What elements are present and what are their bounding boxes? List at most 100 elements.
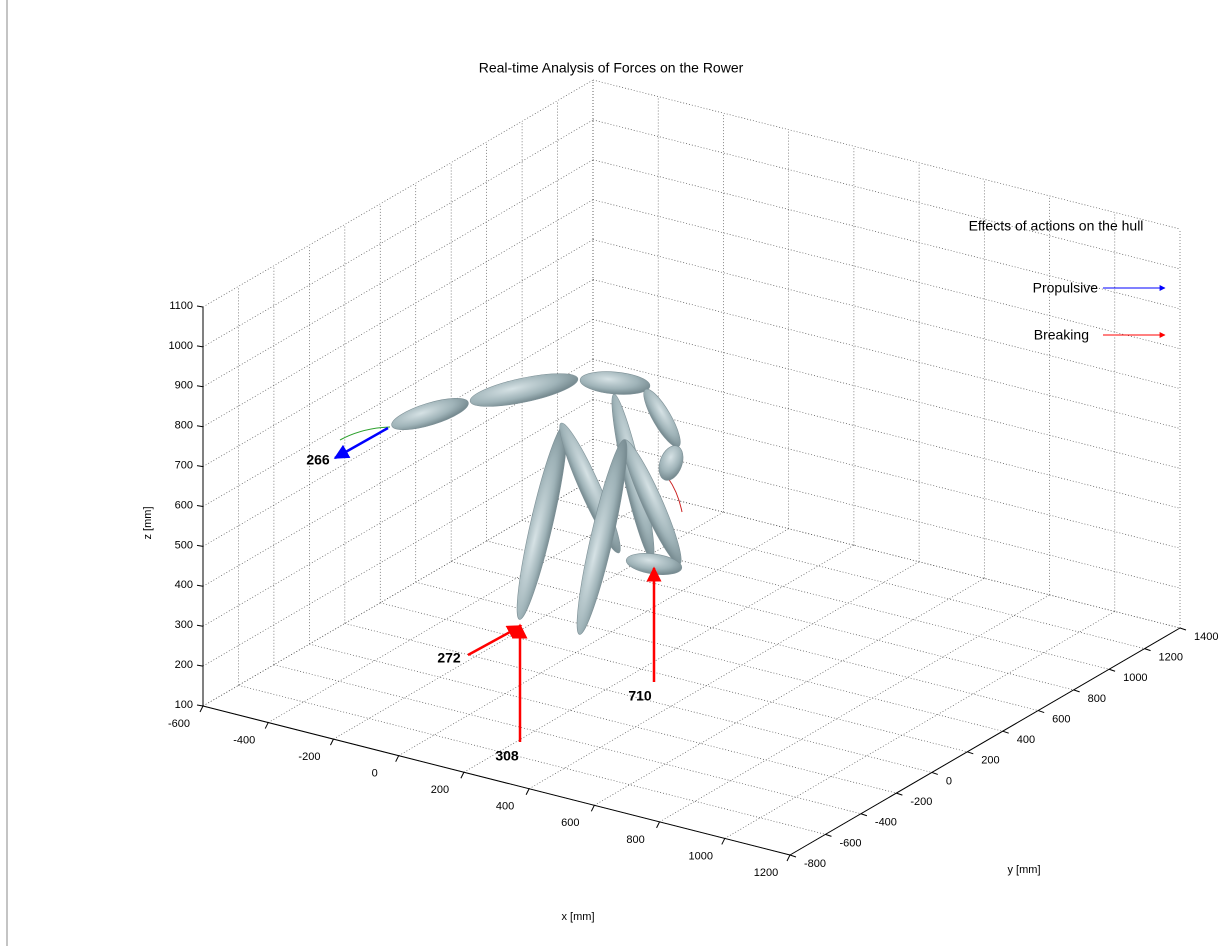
- grid-line: [593, 80, 1180, 229]
- x-tick: [722, 838, 725, 844]
- y-tick-label: -600: [839, 837, 861, 849]
- grid-line: [487, 541, 1074, 690]
- z-tick-label: 1000: [169, 340, 193, 352]
- y-tick-label: -800: [804, 858, 826, 870]
- z-tick: [197, 705, 203, 706]
- grid-line: [593, 240, 1180, 389]
- legend-entry: Breaking: [1034, 327, 1089, 343]
- z-tick-label: 500: [175, 539, 193, 551]
- x-tick: [787, 855, 790, 861]
- z-tick-label: 900: [175, 380, 193, 392]
- x-tick: [396, 756, 399, 762]
- x-tick: [330, 739, 333, 745]
- y-tick-label: 0: [946, 775, 952, 787]
- y-tick: [861, 814, 867, 816]
- grid-line: [451, 562, 1038, 711]
- y-tick: [1003, 731, 1009, 733]
- chart-title: Real-time Analysis of Forces on the Rowe…: [479, 60, 744, 76]
- y-tick-label: 600: [1052, 713, 1070, 725]
- force-label: 710: [628, 688, 652, 704]
- grid-line: [274, 665, 861, 814]
- y-tick: [1145, 649, 1151, 651]
- x-tick: [200, 706, 203, 712]
- x-tick-label: -600: [168, 718, 190, 730]
- y-tick: [825, 834, 831, 836]
- y-tick-label: 1000: [1123, 672, 1147, 684]
- force-label: 272: [437, 650, 461, 666]
- y-tick-label: 200: [981, 755, 999, 767]
- z-tick-label: 700: [175, 460, 193, 472]
- body-segment: [638, 385, 687, 451]
- z-tick: [197, 625, 203, 626]
- z-tick: [197, 545, 203, 546]
- x-tick: [526, 789, 529, 795]
- x-tick: [657, 822, 660, 828]
- z-tick: [197, 665, 203, 666]
- grid-line: [660, 595, 1050, 822]
- x-tick-label: 600: [561, 817, 579, 829]
- grid-line: [380, 603, 967, 752]
- grid-line: [593, 399, 1180, 548]
- y-tick-label: 1200: [1159, 652, 1183, 664]
- z-tick: [197, 585, 203, 586]
- grid-line: [416, 582, 1003, 731]
- x-tick: [591, 805, 594, 811]
- z-tick-label: 800: [175, 420, 193, 432]
- z-tick: [197, 386, 203, 387]
- body-segment: [468, 367, 581, 413]
- grid-line: [593, 479, 1180, 628]
- figure: -600-400-200020040060080010001200-800-60…: [0, 0, 1222, 946]
- body-segment: [655, 442, 688, 483]
- x-tick: [265, 723, 268, 729]
- x-tick-label: -400: [233, 734, 255, 746]
- x-tick-label: 200: [431, 784, 449, 796]
- body-segment: [389, 392, 472, 436]
- z-tick-label: 1100: [169, 300, 193, 312]
- y-tick-label: 800: [1088, 693, 1106, 705]
- x-tick-label: 800: [626, 834, 644, 846]
- y-tick: [932, 772, 938, 774]
- x-tick-label: 1000: [689, 850, 713, 862]
- z-tick-label: 100: [175, 699, 193, 711]
- grid-line: [593, 120, 1180, 269]
- y-tick: [1109, 669, 1115, 671]
- body-segment: [579, 369, 651, 397]
- y-tick-label: 1400: [1194, 631, 1218, 643]
- z-axis-label: z [mm]: [142, 507, 154, 540]
- z-tick: [197, 426, 203, 427]
- x-tick-label: -200: [298, 751, 320, 763]
- legend-title: Effects of actions on the hull: [969, 218, 1144, 234]
- x-axis-label: x [mm]: [562, 911, 595, 923]
- grid-line: [309, 644, 896, 793]
- axes: -600-400-200020040060080010001200-800-60…: [168, 300, 1219, 879]
- x-tick-label: 1200: [754, 867, 778, 879]
- x-tick-label: 0: [372, 768, 378, 780]
- y-tick: [790, 855, 796, 857]
- z-tick: [197, 306, 203, 307]
- y-tick: [1038, 711, 1044, 713]
- y-axis-label: y [mm]: [1008, 864, 1041, 876]
- y-tick: [967, 752, 973, 754]
- z-tick: [197, 346, 203, 347]
- z-tick: [197, 506, 203, 507]
- grid-line: [593, 280, 1180, 429]
- force-label: 266: [306, 452, 330, 468]
- y-tick: [896, 793, 902, 795]
- x-tick: [461, 772, 464, 778]
- grid-line: [593, 359, 1180, 508]
- z-tick-label: 200: [175, 659, 193, 671]
- y-tick-label: -200: [910, 796, 932, 808]
- z-tick-label: 300: [175, 619, 193, 631]
- axis-line: [203, 706, 790, 855]
- z-tick: [197, 466, 203, 467]
- rower-body: [340, 367, 689, 637]
- force-arrow: [468, 626, 521, 655]
- force-label: 308: [495, 748, 519, 764]
- z-tick-label: 600: [175, 499, 193, 511]
- z-tick-label: 400: [175, 579, 193, 591]
- x-tick-label: 400: [496, 801, 514, 813]
- y-tick: [1074, 690, 1080, 692]
- axis-line: [790, 628, 1180, 855]
- legend-entry: Propulsive: [1033, 280, 1099, 296]
- grid-line: [593, 319, 1180, 468]
